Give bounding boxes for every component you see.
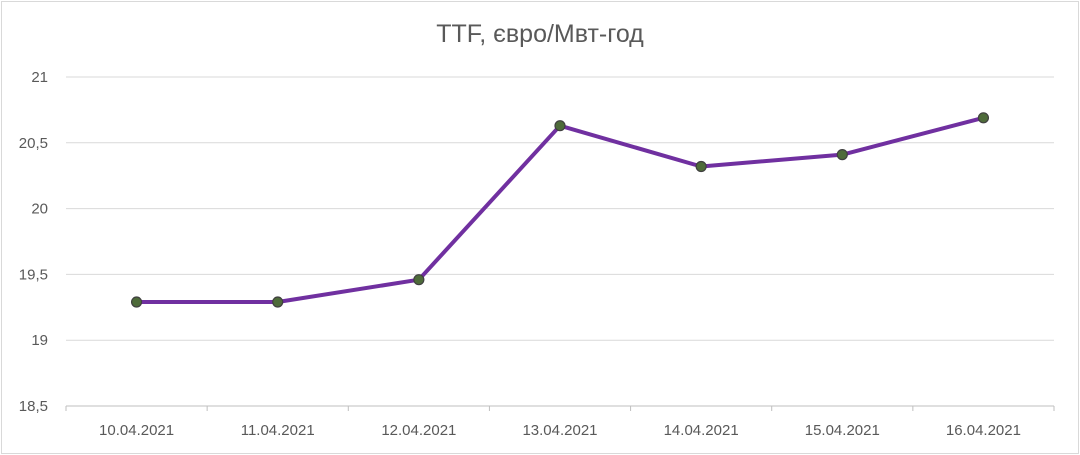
y-tick-label: 20 <box>31 201 48 218</box>
data-point <box>272 296 284 308</box>
gridlines <box>66 76 1054 407</box>
data-markers <box>130 112 990 308</box>
data-point <box>977 112 990 124</box>
y-axis-ticks: 18,5 19 19,5 20 20,5 21 <box>19 69 48 415</box>
x-axis-ticks: 10.04.2021 11.04.2021 12.04.2021 13.04.2021… <box>99 422 1021 439</box>
y-tick-label: 20,5 <box>19 135 48 152</box>
x-tick-label: 14.04.2021 <box>664 422 739 439</box>
chart-title: TTF, євро/Мвт-год <box>436 20 644 48</box>
data-point <box>695 160 707 173</box>
x-axis <box>65 405 1055 411</box>
y-tick-label: 18,5 <box>19 398 48 415</box>
x-tick-label: 11.04.2021 <box>241 422 315 439</box>
y-tick-label: 19 <box>31 332 48 349</box>
y-tick-label: 19,5 <box>19 266 48 283</box>
x-tick-label: 16.04.2021 <box>946 422 1021 439</box>
y-tick-label: 21 <box>31 69 48 86</box>
x-tick-label: 12.04.2021 <box>381 422 456 439</box>
data-point <box>130 296 143 308</box>
x-tick-label: 10.04.2021 <box>99 422 174 439</box>
data-point <box>413 274 425 286</box>
data-point <box>836 149 848 161</box>
data-point <box>554 120 566 132</box>
x-tick-label: 13.04.2021 <box>522 422 597 439</box>
x-tick-label: 15.04.2021 <box>805 422 880 439</box>
